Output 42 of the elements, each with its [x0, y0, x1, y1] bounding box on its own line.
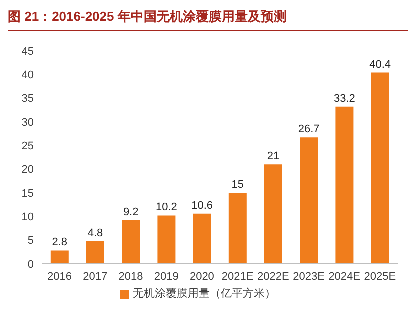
data-label: 15	[232, 179, 244, 191]
y-tick-label: 20	[22, 164, 34, 176]
y-tick-label: 15	[22, 188, 34, 200]
bar	[193, 214, 212, 264]
x-tick-label: 2019	[154, 270, 179, 283]
y-tick-label: 10	[22, 212, 34, 224]
chart-title: 图 21：2016-2025 年中国无机涂覆膜用量及预测	[8, 8, 408, 31]
bar	[300, 138, 318, 264]
x-tick-label: 2024E	[328, 270, 361, 283]
y-tick-label: 0	[28, 258, 34, 271]
data-label: 26.7	[298, 124, 320, 136]
data-label: 4.8	[88, 227, 104, 240]
x-tick-label: 2025E	[364, 270, 396, 283]
bar	[371, 72, 390, 264]
y-tick-label: 35	[22, 93, 34, 106]
data-label: 10.6	[192, 200, 214, 212]
x-tick-label: 2018	[118, 270, 144, 283]
data-label: 33.2	[334, 92, 356, 105]
data-label: 21	[267, 150, 280, 163]
x-tick-label: 2017	[83, 270, 108, 283]
bar	[228, 193, 247, 264]
x-tick-label: 2020	[190, 270, 214, 283]
x-tick-label: 2016	[48, 270, 72, 283]
bar	[50, 250, 69, 264]
y-tick-label: 30	[22, 116, 34, 129]
y-tick-label: 45	[22, 46, 34, 58]
y-tick-label: 5	[28, 235, 34, 248]
data-label: 2.8	[52, 236, 68, 249]
bar	[158, 216, 176, 264]
bar	[86, 241, 104, 264]
x-tick-label: 2021E	[222, 270, 254, 283]
y-tick-label: 25	[22, 140, 34, 153]
x-tick-label: 2023E	[293, 270, 325, 283]
data-label: 10.2	[156, 202, 178, 214]
legend-label: 无机涂覆膜用量（亿平方米）	[133, 288, 276, 300]
bar	[336, 106, 354, 264]
bar	[122, 220, 140, 264]
bar	[264, 164, 282, 264]
y-tick-label: 40	[22, 70, 34, 82]
data-label: 40.4	[370, 58, 392, 71]
data-label: 9.2	[123, 206, 139, 218]
x-tick-label: 2022E	[257, 270, 290, 283]
